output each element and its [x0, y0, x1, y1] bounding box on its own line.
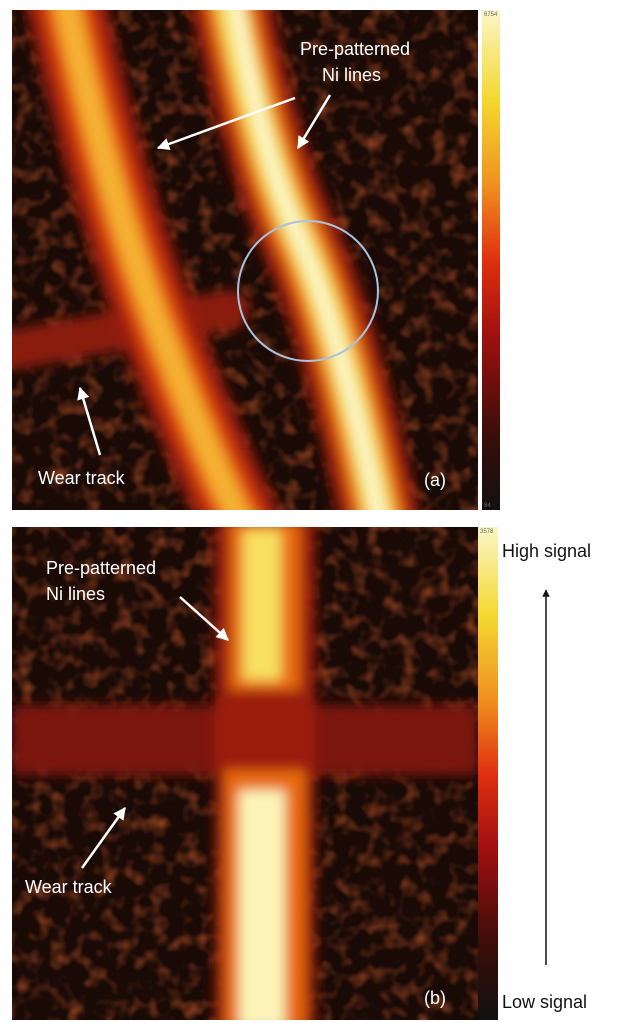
- map-a: [12, 10, 478, 510]
- annotation: Ni lines: [46, 584, 105, 604]
- scale-max: 3578: [480, 529, 494, 535]
- legend-low: Low signal: [502, 992, 587, 1012]
- panel-label: (b): [424, 988, 446, 1008]
- arrow: [80, 806, 127, 869]
- scale-min: 84: [484, 503, 491, 509]
- annotation: Pre-patterned: [300, 39, 410, 59]
- panel-label: (a): [424, 470, 446, 490]
- map-b: [12, 527, 478, 1020]
- arrow: [296, 94, 332, 150]
- colorbar-a: [482, 10, 500, 510]
- scale-max: 6754: [484, 12, 498, 18]
- annotation: Wear track: [25, 877, 113, 897]
- colorbar-b: [478, 527, 498, 1020]
- annotation: Wear track: [38, 468, 126, 488]
- arrow: [77, 386, 102, 456]
- arrow: [179, 596, 229, 641]
- arrow: [156, 96, 296, 151]
- annotation: Pre-patterned: [46, 558, 156, 578]
- legend-high: High signal: [502, 541, 591, 561]
- annotation: Ni lines: [322, 65, 381, 85]
